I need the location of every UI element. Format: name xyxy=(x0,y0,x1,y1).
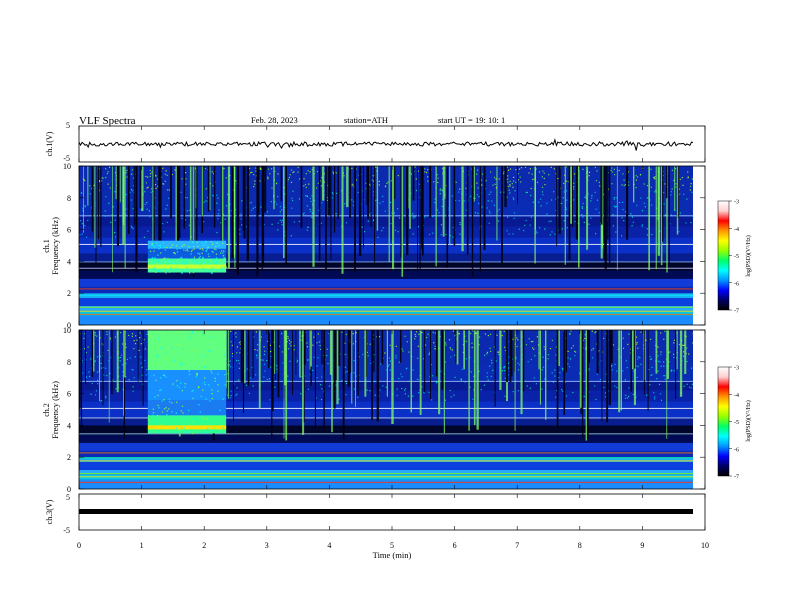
ch1-voltage-trace xyxy=(78,138,694,151)
ch2-spec-channel-label: ch.2 xyxy=(42,403,51,417)
xtick-label: 3 xyxy=(265,541,269,550)
colorbar-tick-label: -3 xyxy=(734,366,739,372)
xtick-label: 6 xyxy=(453,541,457,550)
ytick-label: 6 xyxy=(67,226,71,235)
xtick-label: 8 xyxy=(578,541,582,550)
ytick-label: 8 xyxy=(67,194,71,203)
xtick-label: 10 xyxy=(701,541,709,550)
ch1-frequency-ylabel: Frequency (kHz) xyxy=(50,217,60,275)
start-time-label: start UT = 19: 10: 1 xyxy=(438,115,505,125)
ch1-spectrogram-yticks: 0 2 4 6 8 10 xyxy=(63,162,705,330)
colorbar-tick-label: -5 xyxy=(734,254,739,260)
ytick-label: 10 xyxy=(63,162,71,171)
ch2-colorbar xyxy=(718,367,729,476)
ytick-label: 6 xyxy=(67,390,71,399)
ytick-label: 2 xyxy=(67,289,71,298)
date-label: Feb. 28, 2023 xyxy=(251,115,298,125)
ytick-label: 4 xyxy=(67,421,71,430)
ytick-label: 0 xyxy=(67,321,71,330)
colorbar-tick-label: -5 xyxy=(734,420,739,426)
colorbar-tick-label: -4 xyxy=(734,393,739,399)
xtick-label: 1 xyxy=(140,541,144,550)
colorbar-tick-label: -6 xyxy=(734,447,739,453)
xtick-label: 2 xyxy=(202,541,206,550)
ch2-colorbar-label: log(PSD)(V²/Hz) xyxy=(745,400,752,441)
ch1-colorbar-ticks: -3 -4 -5 -6 -7 xyxy=(729,200,739,315)
ch3-ytick-top: 5 xyxy=(66,493,70,502)
ytick-label: 0 xyxy=(67,485,71,494)
xtick-label: 7 xyxy=(515,541,519,550)
colorbar-tick-label: -3 xyxy=(734,200,739,206)
colorbar-tick-label: -4 xyxy=(734,227,739,233)
ytick-label: 10 xyxy=(63,326,71,335)
ytick-label: 2 xyxy=(67,453,71,462)
ch2-spectrogram-yticks: 0 2 4 6 8 10 xyxy=(63,326,705,494)
figure-title: VLF Spectra xyxy=(79,115,136,127)
ch1-voltage-ylabel: ch.1(V) xyxy=(45,131,54,156)
ch1-ytick-top: 5 xyxy=(66,121,70,130)
ytick-label: 8 xyxy=(67,358,71,367)
ch1-spec-channel-label: ch.1 xyxy=(42,239,51,253)
ch1-spectrogram xyxy=(79,166,694,325)
ytick-label: 4 xyxy=(67,257,71,266)
ch1-colorbar xyxy=(718,201,729,310)
ch2-colorbar-ticks: -3 -4 -5 -6 -7 xyxy=(729,366,739,481)
xtick-label: 0 xyxy=(77,541,81,550)
ch1-colorbar-label: log(PSD)(V²/Hz) xyxy=(745,235,752,276)
xtick-label: 5 xyxy=(390,541,394,550)
colorbar-tick-label: -6 xyxy=(734,281,739,287)
ch2-frequency-ylabel: Frequency (kHz) xyxy=(50,381,60,439)
colorbar-tick-label: -7 xyxy=(734,309,739,315)
time-xticks: 0 1 2 3 4 5 6 7 8 9 10 xyxy=(77,126,709,550)
ch1-ytick-bottom: -5 xyxy=(63,154,70,163)
xtick-label: 4 xyxy=(327,541,331,550)
station-label: station=ATH xyxy=(344,115,388,125)
colorbar-tick-label: -7 xyxy=(734,475,739,481)
ch2-spectrogram xyxy=(79,330,694,489)
ch3-ytick-bottom: -5 xyxy=(63,526,70,535)
time-xlabel: Time (min) xyxy=(373,550,412,560)
ch3-voltage-trace xyxy=(79,509,693,514)
ch3-voltage-ylabel: ch.3(V) xyxy=(45,499,54,524)
xtick-label: 9 xyxy=(640,541,644,550)
